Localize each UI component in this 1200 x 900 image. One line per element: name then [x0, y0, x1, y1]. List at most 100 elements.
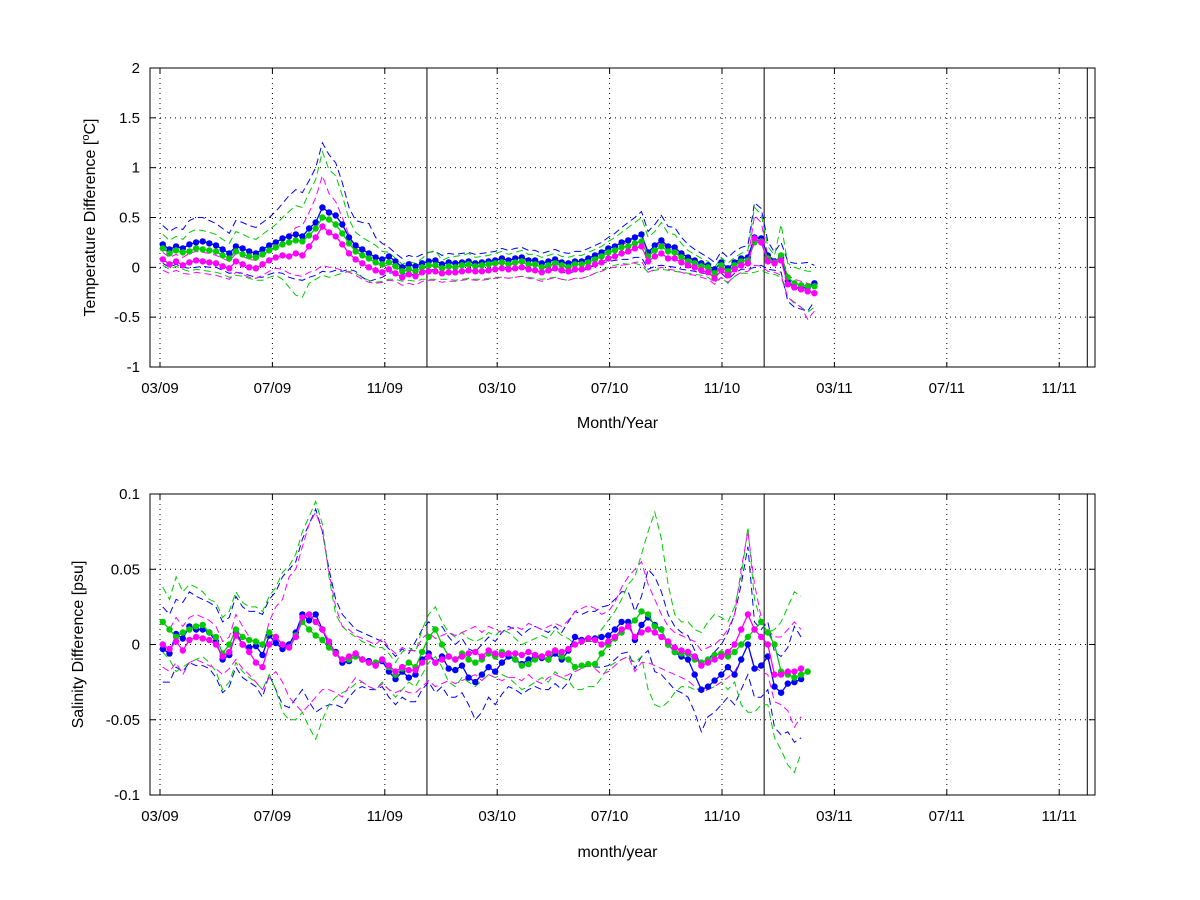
- data-point: [771, 683, 778, 690]
- x-tick-label: 03/10: [478, 808, 516, 825]
- data-point: [339, 230, 346, 237]
- data-point: [698, 662, 705, 669]
- data-point: [671, 244, 678, 251]
- temperature-grid: [150, 67, 1095, 368]
- data-point: [551, 647, 559, 654]
- data-point: [266, 257, 273, 264]
- data-point: [438, 656, 446, 663]
- data-point: [219, 653, 226, 660]
- data-point: [598, 633, 605, 641]
- x-tick-label: 03/11: [816, 808, 852, 825]
- data-point: [472, 659, 479, 666]
- data-point: [425, 268, 432, 275]
- data-point: [252, 254, 260, 261]
- data-point: [438, 265, 446, 272]
- data-point: [246, 248, 253, 255]
- data-point: [771, 641, 778, 648]
- envelope-series-line: [162, 262, 815, 313]
- data-point: [605, 638, 612, 645]
- data-point: [272, 633, 279, 641]
- data-point: [458, 262, 466, 269]
- data-point: [658, 626, 665, 633]
- data-point: [206, 629, 213, 636]
- data-point: [625, 618, 632, 626]
- data-point: [445, 269, 452, 276]
- data-point: [412, 273, 419, 280]
- data-point: [711, 656, 718, 663]
- data-point: [571, 261, 579, 268]
- data-point: [399, 663, 406, 671]
- data-point: [292, 633, 299, 641]
- data-point: [718, 671, 725, 678]
- data-point: [671, 648, 678, 656]
- data-point: [212, 633, 220, 641]
- data-point: [565, 656, 572, 663]
- data-point: [531, 656, 539, 663]
- data-point: [638, 608, 645, 615]
- temperature-panel: 03/09 07/09 11/09 03/10 07/10 11/10 03/11 07/11…: [80, 60, 1096, 432]
- data-point: [738, 641, 745, 648]
- data-point: [711, 677, 718, 684]
- data-point: [625, 243, 632, 250]
- x-tick-label: 03/10: [478, 380, 516, 397]
- data-point: [405, 659, 412, 666]
- data-point: [232, 626, 240, 633]
- data-point: [319, 204, 326, 211]
- data-point: [731, 266, 738, 273]
- data-point: [192, 239, 200, 246]
- y-tick-label: 2: [132, 60, 140, 77]
- data-point: [259, 251, 266, 258]
- data-point: [731, 641, 738, 648]
- data-point: [691, 264, 698, 271]
- data-point: [432, 626, 439, 633]
- data-point: [379, 261, 386, 268]
- data-point: [738, 626, 745, 633]
- data-point: [199, 238, 206, 245]
- y-tick-label: 1: [132, 160, 140, 177]
- x-tick-label: 07/10: [591, 380, 629, 397]
- data-point: [379, 269, 386, 276]
- data-point: [751, 626, 758, 633]
- data-point: [412, 666, 419, 674]
- data-point: [226, 250, 233, 257]
- salinity-envelope-lines: [162, 500, 802, 774]
- data-point: [518, 258, 525, 265]
- data-point: [359, 246, 366, 253]
- data-point: [678, 259, 685, 266]
- data-point: [166, 650, 173, 657]
- data-point: [492, 668, 499, 675]
- data-point: [492, 260, 499, 267]
- data-point: [405, 266, 412, 273]
- data-point: [465, 650, 472, 657]
- data-point: [538, 269, 545, 276]
- data-point: [232, 258, 240, 265]
- data-point: [312, 632, 319, 639]
- temperature-y-axis-label: Temperature Difference [oC]: [80, 119, 99, 317]
- data-point: [585, 635, 592, 642]
- data-point: [618, 239, 625, 246]
- data-point: [458, 662, 466, 669]
- y-tick-label: 0.5: [119, 210, 140, 227]
- data-point: [492, 266, 499, 273]
- data-point: [259, 651, 266, 659]
- data-point: [192, 633, 200, 641]
- data-point: [292, 237, 299, 244]
- data-point: [664, 255, 672, 262]
- data-point: [392, 263, 399, 270]
- ylabel-main: Temperature Difference [: [82, 140, 99, 316]
- data-point: [159, 618, 166, 626]
- data-point: [638, 231, 645, 238]
- data-point: [565, 268, 572, 275]
- data-point: [312, 219, 319, 226]
- temperature-x-axis-label: Month/Year: [577, 415, 659, 432]
- data-point: [777, 671, 785, 678]
- data-point: [591, 660, 599, 668]
- data-point: [445, 653, 452, 660]
- data-point: [512, 265, 519, 272]
- data-point: [478, 262, 486, 269]
- data-point: [432, 659, 439, 666]
- data-point: [664, 243, 672, 250]
- data-point: [285, 233, 293, 240]
- data-point: [691, 653, 698, 660]
- envelope-series-line: [162, 643, 802, 729]
